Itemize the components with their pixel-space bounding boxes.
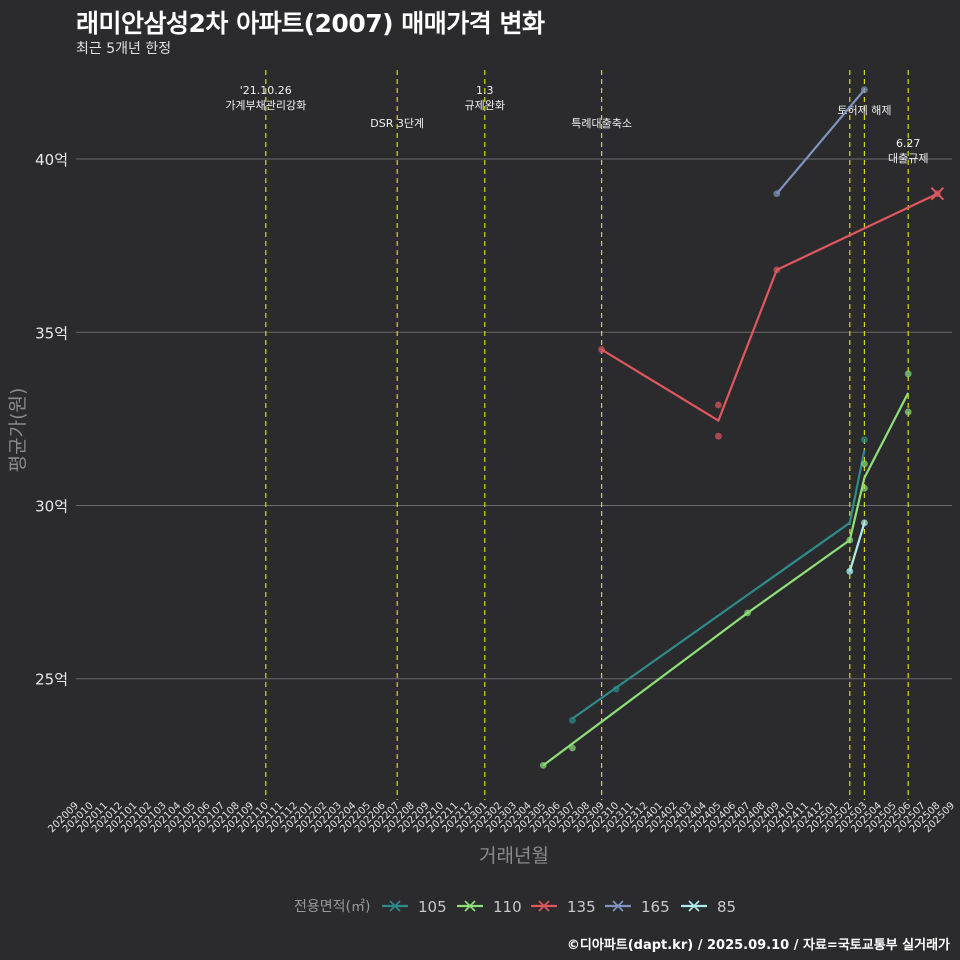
series-line-165 <box>775 88 866 195</box>
legend-marker-105 <box>389 900 401 912</box>
legend-label-135: 135 <box>567 898 596 916</box>
event-label: '21.10.26 <box>240 84 292 97</box>
legend-label-105: 105 <box>418 898 447 916</box>
y-axis-title: 평균가(원) <box>7 388 29 473</box>
y-tick-label: 30억 <box>35 497 68 515</box>
data-point-85 <box>861 519 868 527</box>
event-label: 6.27 <box>896 137 921 150</box>
data-point-165 <box>773 190 781 198</box>
chart-subtitle: 최근 5개년 한정 <box>76 41 172 57</box>
event-label: DSR 3단계 <box>370 117 424 130</box>
legend-label-110: 110 <box>493 898 522 916</box>
event-label: 가계부채관리강화 <box>225 99 306 112</box>
legend-marker-85 <box>688 900 700 912</box>
series-layer <box>539 86 945 769</box>
data-point-110 <box>861 484 868 492</box>
event-label: 토허제 해제 <box>837 103 891 117</box>
legend-marker-135 <box>538 900 550 912</box>
legend-label-85: 85 <box>717 898 736 916</box>
event-label: 1.3 <box>476 84 494 97</box>
axis-layer: 25억30억35억40억2020092020102020112020122021… <box>7 151 957 867</box>
source-caption: ©디아파트(dapt.kr) / 2025.09.10 / 자료=국토교통부 실… <box>566 938 950 953</box>
legend-marker-165 <box>612 900 624 912</box>
chart-title: 래미안삼성2차 아파트(2007) 매매가격 변화 <box>76 9 545 38</box>
data-point-105 <box>612 685 620 693</box>
series-line-105 <box>571 449 866 720</box>
data-point-135 <box>715 432 722 440</box>
legend: 전용면적(㎡) 105 110 135 165 85 <box>294 898 736 916</box>
data-point-165 <box>861 86 868 94</box>
grid-layer <box>76 158 952 680</box>
x-axis-title: 거래년월 <box>479 845 549 867</box>
series-line-85 <box>848 522 866 572</box>
y-tick-label: 25억 <box>35 671 68 689</box>
data-point-110 <box>846 536 854 544</box>
legend-marker-110 <box>464 900 476 912</box>
data-point-110 <box>904 370 912 378</box>
legend-label-165: 165 <box>641 898 670 916</box>
data-point-85 <box>846 567 854 575</box>
data-point-105 <box>861 436 868 444</box>
event-label: 대출규제 <box>888 152 928 165</box>
latest-marker-135 <box>930 186 945 201</box>
series-line-135 <box>601 192 938 422</box>
y-tick-label: 40억 <box>35 151 68 169</box>
data-point-110 <box>569 744 576 752</box>
legend-title: 전용면적(㎡) <box>294 899 370 915</box>
data-point-135 <box>598 346 605 353</box>
data-point-135 <box>773 266 781 274</box>
y-tick-label: 35억 <box>35 324 68 342</box>
data-point-135 <box>715 401 722 409</box>
data-point-110 <box>861 460 868 468</box>
data-point-105 <box>569 716 576 724</box>
event-label: 규제완화 <box>465 99 505 112</box>
data-point-110 <box>539 761 547 769</box>
series-line-110 <box>542 392 910 767</box>
event-label: 특례대출축소 <box>571 117 632 130</box>
data-point-110 <box>744 609 751 617</box>
data-point-110 <box>904 408 912 416</box>
